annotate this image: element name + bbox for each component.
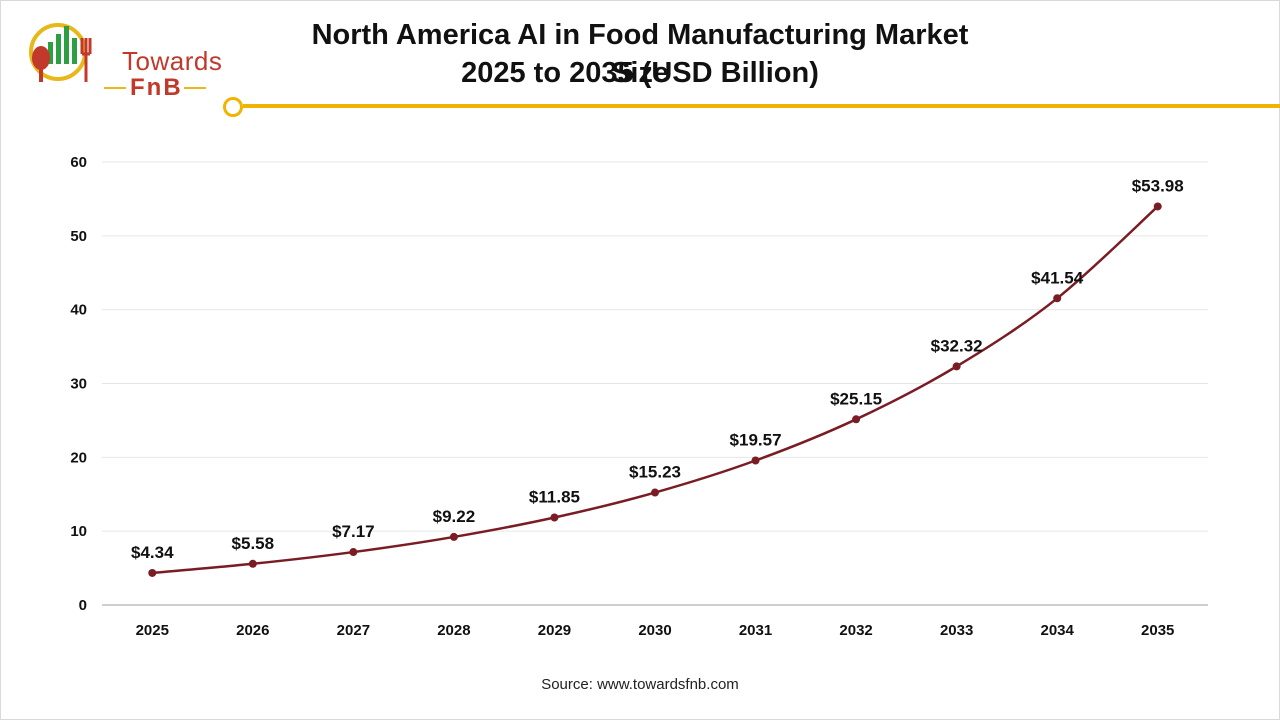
x-tick-label: 2034 bbox=[1040, 622, 1074, 639]
header-rule-dot bbox=[223, 97, 243, 117]
logo-word-fnb: FnB bbox=[130, 74, 183, 101]
data-point bbox=[1053, 294, 1062, 303]
x-tick-label: 2031 bbox=[739, 622, 772, 639]
logo-dash-left bbox=[104, 87, 126, 89]
y-tick-label: 30 bbox=[70, 376, 87, 393]
data-label: $9.22 bbox=[433, 507, 476, 526]
y-tick-label: 0 bbox=[79, 597, 87, 614]
data-point bbox=[349, 548, 358, 557]
x-tick-label: 2030 bbox=[638, 622, 671, 639]
data-label: $4.34 bbox=[131, 543, 174, 562]
data-point bbox=[1153, 202, 1162, 211]
x-tick-label: 2029 bbox=[538, 622, 571, 639]
data-label: $53.98 bbox=[1132, 176, 1184, 195]
data-label: $32.32 bbox=[931, 336, 983, 355]
data-point bbox=[651, 488, 659, 497]
x-tick-label: 2033 bbox=[940, 622, 973, 639]
data-label: $7.17 bbox=[332, 522, 375, 541]
header-rule-line bbox=[243, 104, 1280, 108]
data-label: $19.57 bbox=[730, 431, 782, 450]
logo-dash-right bbox=[184, 87, 206, 89]
data-label: $41.54 bbox=[1031, 268, 1084, 287]
data-point bbox=[751, 456, 760, 465]
data-label: $25.15 bbox=[830, 389, 882, 408]
data-point bbox=[248, 559, 257, 568]
y-tick-label: 60 bbox=[70, 154, 87, 171]
logo-emblem-icon bbox=[29, 23, 92, 82]
data-label: $5.58 bbox=[232, 534, 275, 553]
data-point bbox=[449, 532, 458, 541]
x-tick-label: 2032 bbox=[839, 622, 872, 639]
data-point bbox=[952, 362, 961, 371]
y-tick-label: 20 bbox=[70, 449, 87, 466]
x-tick-label: 2027 bbox=[337, 622, 370, 639]
data-label: $15.23 bbox=[629, 463, 681, 482]
data-point bbox=[550, 513, 559, 522]
data-label: $11.85 bbox=[529, 488, 580, 507]
chart-title-line-1: North America AI in Food Manufacturing M… bbox=[311, 19, 969, 89]
x-tick-label: 2035 bbox=[1141, 622, 1174, 639]
series-line bbox=[152, 205, 1159, 575]
brand-logo: Towards FnB bbox=[26, 18, 226, 101]
source-note: Source: www.towardsfnb.com bbox=[541, 676, 739, 693]
data-point bbox=[148, 568, 157, 577]
x-tick-label: 2025 bbox=[136, 622, 169, 639]
y-tick-label: 40 bbox=[70, 302, 87, 319]
x-tick-label: 2026 bbox=[236, 622, 269, 639]
x-tick-label: 2028 bbox=[437, 622, 470, 639]
logo-word-towards: Towards bbox=[122, 46, 223, 76]
chart-title-line-2: 2025 to 2035 (USD Billion) bbox=[461, 57, 819, 89]
y-tick-label: 10 bbox=[70, 523, 87, 540]
data-point bbox=[852, 415, 861, 424]
y-tick-label: 50 bbox=[70, 228, 87, 245]
